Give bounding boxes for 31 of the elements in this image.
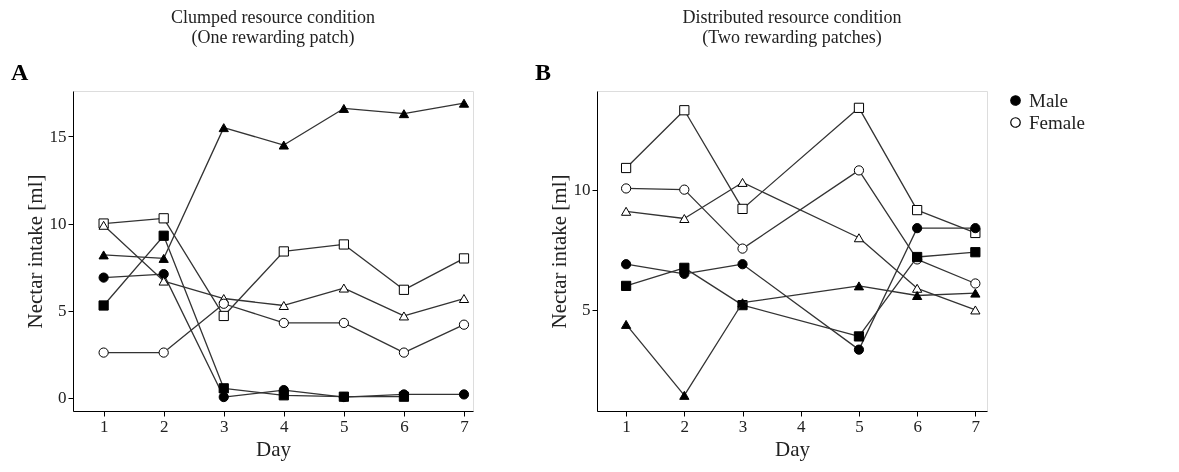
x-axis-title: Day bbox=[775, 436, 811, 461]
y-tick-label: 10 bbox=[573, 180, 591, 200]
x-tick-label: 3 bbox=[738, 416, 748, 436]
text: (Two rewarding patches) bbox=[702, 27, 882, 47]
x-tick-label: 7 bbox=[460, 416, 470, 436]
y-tick-label: 15 bbox=[49, 126, 67, 146]
text: B bbox=[535, 59, 552, 85]
x-tick-label: 4 bbox=[796, 416, 806, 436]
x-tick-label: 6 bbox=[400, 416, 409, 436]
text: A bbox=[11, 59, 29, 85]
x-tick-label: 1 bbox=[99, 416, 109, 436]
x-tick-label: 5 bbox=[855, 416, 864, 436]
x-tick-label: 3 bbox=[220, 416, 229, 436]
x-tick-label: 2 bbox=[680, 416, 690, 436]
x-axis-title: Day bbox=[256, 436, 292, 461]
x-tick-label: 4 bbox=[280, 416, 290, 436]
y-axis-title: Nectar intake [ml] bbox=[22, 174, 47, 329]
y-tick-label: 0 bbox=[58, 388, 67, 408]
x-tick-label: 1 bbox=[622, 416, 631, 436]
text: (One rewarding patch) bbox=[191, 27, 355, 47]
legend-label: Male bbox=[1029, 89, 1069, 111]
y-axis-title: Nectar intake [ml] bbox=[546, 174, 571, 329]
x-tick-label: 6 bbox=[913, 416, 922, 436]
y-tick-label: 5 bbox=[58, 301, 67, 321]
legend-label: Female bbox=[1029, 111, 1085, 133]
text: Distributed resource condition bbox=[682, 7, 902, 27]
x-tick-label: 5 bbox=[340, 416, 349, 436]
text: Clumped resource condition bbox=[171, 7, 375, 27]
y-tick-label: 10 bbox=[49, 214, 67, 234]
x-tick-label: 2 bbox=[159, 416, 169, 436]
x-tick-label: 7 bbox=[971, 416, 981, 436]
